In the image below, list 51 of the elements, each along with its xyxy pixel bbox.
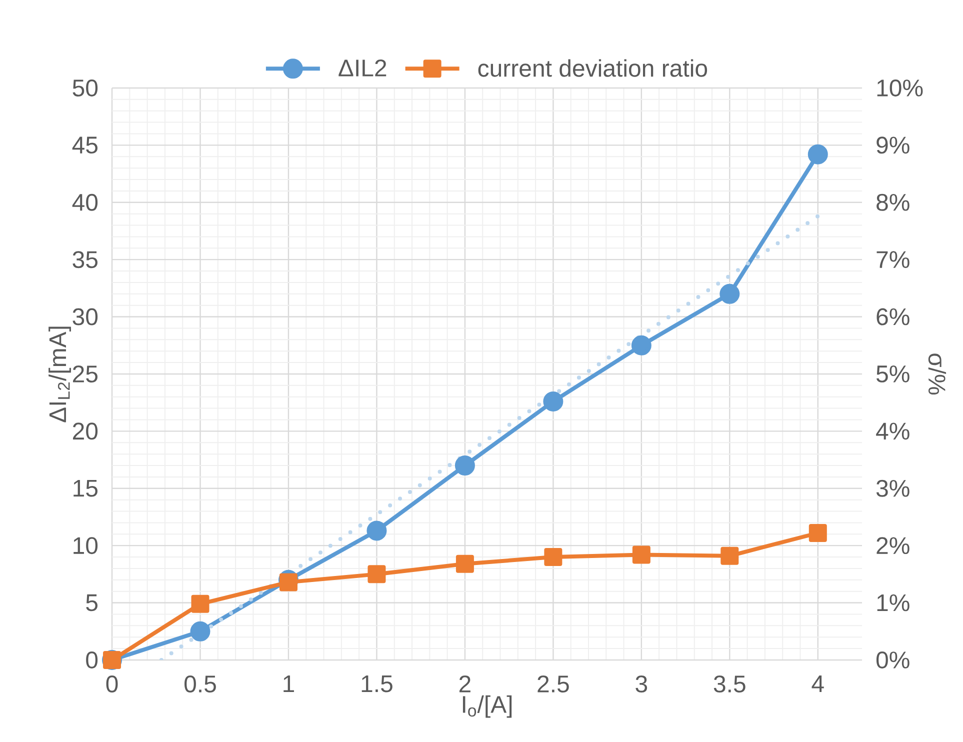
y-tick-label: 15: [74, 480, 98, 497]
point: [544, 548, 562, 566]
x-axis-title: I$_{o}$/[A]: [462, 695, 512, 718]
y-tick-label: 35: [72, 251, 98, 268]
point: [632, 546, 650, 564]
y2-tick-label: 5%: [876, 366, 910, 382]
y2-tick-label: 1%: [877, 594, 910, 612]
x-tick-label: 2: [459, 676, 470, 692]
point: [366, 520, 387, 541]
point: [720, 546, 739, 565]
point: [456, 554, 474, 573]
y-tick-label: 30: [72, 308, 98, 326]
y-tick-label: 20: [72, 422, 98, 440]
y2-tick-label: 8%: [876, 194, 910, 211]
legend-label: current deviation ratio: [478, 59, 708, 77]
point: [368, 565, 386, 584]
point: [808, 144, 828, 164]
x-tick-label: 2.5: [538, 676, 569, 692]
x-tick-label: 3.5: [714, 676, 746, 692]
y2-tick-label: 4%: [876, 422, 910, 440]
y2-tick-label: 3%: [876, 480, 910, 497]
x-tick-label: 0.5: [184, 676, 216, 692]
point: [808, 524, 827, 542]
y2-tick-label: 0%: [876, 651, 910, 668]
point: [191, 594, 210, 613]
point: [543, 391, 564, 412]
legend-label: ΔIL2: [338, 60, 386, 76]
y2-axis-title: σ/%: [928, 354, 946, 395]
y2-tick-label: 2%: [876, 537, 910, 554]
x-tick-label: 4: [812, 676, 824, 692]
y-tick-label: 45: [72, 136, 98, 154]
point: [190, 621, 210, 642]
point: [720, 284, 740, 304]
point: [279, 573, 298, 592]
y-axis-title: ΔI$_{L2}$/[mA]: [48, 326, 71, 422]
y-tick-label: 0: [86, 651, 98, 668]
y-tick-label: 40: [72, 194, 98, 211]
point: [631, 335, 652, 356]
y-tick-label: 25: [72, 365, 98, 382]
y2-tick-label: 6%: [876, 308, 910, 326]
x-tick-label: 3: [636, 676, 648, 692]
x-tick-label: 1.5: [362, 676, 392, 692]
y2-tick-label: 9%: [876, 136, 910, 154]
x-tick-label: 1: [284, 676, 294, 692]
x-tick-label: 0: [106, 676, 118, 692]
y-tick-label: 10: [74, 537, 98, 554]
y-tick-label: 5: [86, 594, 98, 612]
y2-tick-label: 7%: [876, 251, 910, 268]
point: [454, 456, 475, 476]
y-tick-label: 50: [72, 79, 98, 96]
y2-tick-label: 10%: [877, 79, 923, 96]
